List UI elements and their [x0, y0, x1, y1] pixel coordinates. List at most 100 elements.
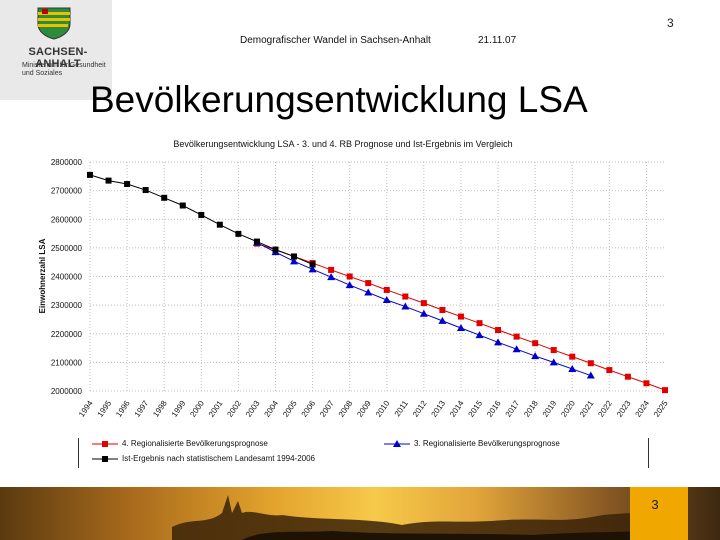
x-tick-label: 2017: [504, 399, 522, 419]
data-point: [568, 364, 577, 372]
data-point: [142, 187, 149, 194]
data-point: [475, 331, 484, 339]
data-point: [624, 373, 631, 380]
x-tick-label: 2006: [300, 399, 318, 419]
x-tick-label: 2007: [318, 399, 336, 419]
data-point: [456, 324, 465, 332]
data-point: [512, 345, 521, 353]
data-point: [550, 347, 557, 354]
x-tick-label: 2001: [207, 399, 225, 419]
data-point: [419, 309, 428, 317]
data-point: [402, 293, 409, 300]
legend-label-ist: Ist-Ergebnis nach statistischem Landesam…: [122, 454, 315, 463]
data-point: [309, 261, 316, 268]
data-point: [290, 257, 299, 265]
data-point: [235, 230, 242, 237]
y-tick-label: 2000000: [51, 387, 83, 396]
x-tick-label: 1994: [77, 399, 95, 419]
legend-marker-ist: [92, 455, 118, 462]
data-point: [327, 273, 336, 281]
legend-marker-prog4: [92, 440, 118, 447]
data-point: [382, 295, 391, 303]
x-tick-label: 2020: [559, 399, 577, 419]
data-point: [124, 181, 131, 188]
legend-border-right: [648, 438, 649, 468]
data-point: [643, 380, 650, 387]
x-tick-label: 2005: [281, 399, 299, 419]
x-tick-label: 2019: [541, 399, 559, 419]
footer-page-number: 3: [651, 497, 659, 512]
y-tick-label: 2300000: [51, 301, 83, 310]
x-tick-label: 2025: [652, 399, 670, 419]
x-tick-label: 1996: [114, 399, 132, 419]
x-tick-label: 1997: [133, 399, 151, 419]
data-point: [587, 360, 594, 367]
y-axis-label: Einwohnerzahl LSA: [38, 238, 47, 313]
x-tick-label: 2003: [244, 399, 262, 419]
header-date: 21.11.07: [478, 35, 517, 46]
logo: SACHSEN-ANHALT Ministerium für Gesundhei…: [0, 0, 112, 100]
data-point: [495, 327, 502, 334]
x-tick-label: 2008: [337, 399, 355, 419]
data-point: [457, 313, 464, 320]
data-point: [365, 280, 372, 287]
x-tick-label: 2010: [374, 399, 392, 419]
slide-title: Bevölkerungsentwicklung LSA: [90, 79, 588, 120]
data-point: [586, 371, 595, 379]
legend-marker-prog3: [384, 439, 410, 447]
x-tick-label: 2000: [188, 399, 206, 419]
legend-border-left: [78, 438, 79, 468]
legend-label-prog4: 4. Regionalisierte Bevölkerungsprognose: [122, 439, 268, 448]
x-tick-label: 1998: [151, 399, 169, 419]
x-tick-label: 2021: [578, 399, 596, 419]
x-tick-label: 2016: [485, 399, 503, 419]
data-point: [420, 300, 427, 307]
footer-page-box: 3: [630, 487, 688, 540]
data-point: [606, 367, 613, 374]
coat-of-arms-icon: [37, 7, 71, 40]
data-point: [346, 273, 353, 280]
x-tick-label: 2014: [448, 399, 466, 419]
data-point: [438, 316, 447, 324]
data-point: [569, 353, 576, 360]
data-point: [272, 246, 279, 253]
data-point: [161, 194, 168, 201]
data-point: [179, 202, 186, 209]
y-tick-label: 2400000: [51, 273, 83, 282]
y-tick-label: 2700000: [51, 187, 83, 196]
y-tick-label: 2500000: [51, 244, 83, 253]
x-tick-label: 2024: [634, 399, 652, 419]
data-point: [383, 286, 390, 293]
data-point: [549, 358, 558, 366]
data-point: [291, 253, 298, 260]
y-tick-label: 2200000: [51, 330, 83, 339]
x-tick-label: 2009: [355, 399, 373, 419]
data-point: [87, 171, 93, 178]
x-tick-label: 2004: [263, 399, 281, 419]
data-point: [198, 211, 205, 218]
data-point: [513, 333, 520, 340]
data-point: [401, 302, 410, 310]
logo-name: SACHSEN-ANHALT: [28, 46, 88, 70]
x-tick-label: 2018: [522, 399, 540, 419]
data-point: [439, 306, 446, 313]
data-point: [345, 281, 354, 289]
y-tick-label: 2100000: [51, 358, 83, 367]
legend-item-ist: Ist-Ergebnis nach statistischem Landesam…: [92, 454, 315, 463]
data-point: [216, 221, 223, 228]
data-point: [328, 266, 335, 273]
x-tick-label: 2015: [467, 399, 485, 419]
legend-item-prog4: 4. Regionalisierte Bevölkerungsprognose: [92, 439, 268, 448]
legend-label-prog3: 3. Regionalisierte Bevölkerungsprognose: [414, 439, 560, 448]
data-point: [105, 177, 112, 184]
chart-title: Bevölkerungsentwicklung LSA - 3. und 4. …: [173, 139, 512, 149]
data-point: [476, 320, 483, 327]
x-tick-label: 2013: [429, 399, 447, 419]
footer-landscape-image: [172, 495, 688, 540]
data-point: [494, 338, 503, 346]
population-chart: Bevölkerungsentwicklung LSA - 3. und 4. …: [38, 139, 670, 419]
x-tick-label: 2022: [596, 399, 614, 419]
logo-ministry: Ministerium für Gesundheit und Soziales: [22, 62, 106, 77]
x-tick-label: 2002: [225, 399, 243, 419]
data-point: [308, 265, 317, 273]
